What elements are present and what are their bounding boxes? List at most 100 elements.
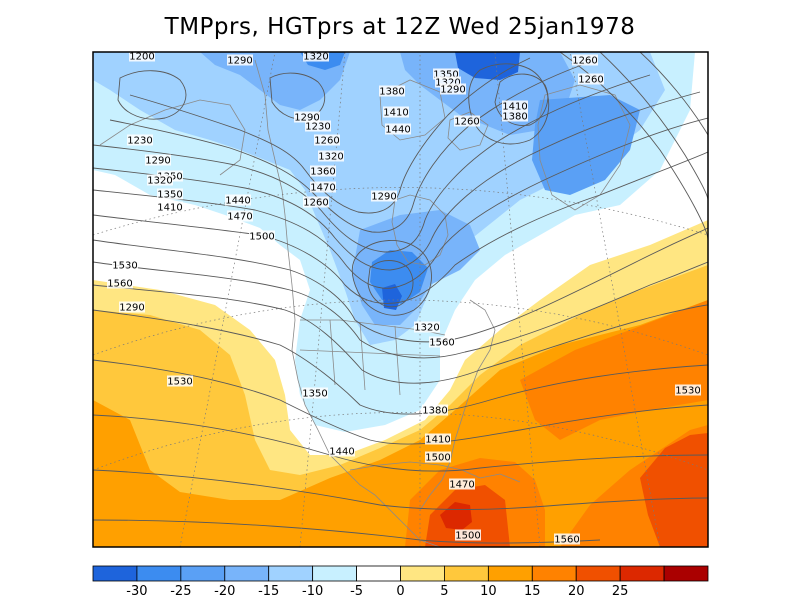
svg-text:1320: 1320 xyxy=(147,176,172,187)
contour-height-label: 1440 xyxy=(225,194,251,207)
contour-height-label: 1380 xyxy=(502,110,528,123)
longitude-line xyxy=(179,52,276,547)
svg-text:1470: 1470 xyxy=(310,183,335,194)
height-contour xyxy=(639,52,708,136)
height-contour-low xyxy=(468,63,550,145)
contour-height-label: 1290 xyxy=(294,111,320,124)
colorbar-tick-label: 20 xyxy=(568,584,585,599)
contour-height-label: 1320 xyxy=(318,150,344,163)
latitude-line xyxy=(93,299,708,356)
svg-text:1320: 1320 xyxy=(303,52,328,63)
contour-height-label: 1380 xyxy=(422,404,448,417)
svg-text:1200: 1200 xyxy=(129,52,154,63)
svg-text:1410: 1410 xyxy=(425,435,450,446)
height-contour xyxy=(93,309,708,415)
height-contour xyxy=(93,117,708,289)
cold-mid-fill-west xyxy=(200,52,350,110)
contour-height-label: 1230 xyxy=(305,120,331,133)
colorbar-tick-label: -20 xyxy=(214,584,235,599)
svg-text:1290: 1290 xyxy=(119,303,144,314)
colorbar-swatch xyxy=(444,565,489,582)
contour-height-label: 1290 xyxy=(145,154,171,167)
svg-text:1380: 1380 xyxy=(502,112,527,123)
svg-text:1230: 1230 xyxy=(127,136,152,147)
svg-text:1260: 1260 xyxy=(454,117,479,128)
svg-text:1410: 1410 xyxy=(157,203,182,214)
hudson-bay-outline xyxy=(391,194,449,266)
colorbar-tick-label: 15 xyxy=(524,584,541,599)
contour-height-label: 1320 xyxy=(147,174,173,187)
height-contour-layer xyxy=(93,52,708,544)
colorbar-swatch xyxy=(619,565,665,582)
svg-text:1320: 1320 xyxy=(435,78,460,89)
svg-text:1360: 1360 xyxy=(310,167,335,178)
contour-height-label: 1360 xyxy=(310,165,336,178)
east-coast-outline xyxy=(419,299,496,511)
contour-height-label: 1410 xyxy=(502,100,528,113)
contour-height-label: 1260 xyxy=(578,73,604,86)
height-contour xyxy=(93,74,651,253)
latitude-line xyxy=(93,412,708,471)
height-contour xyxy=(93,469,708,510)
colorbar-tick-label: -10 xyxy=(302,584,323,599)
colorbar-swatch xyxy=(268,565,314,582)
svg-text:1560: 1560 xyxy=(429,338,454,349)
svg-text:1410: 1410 xyxy=(383,108,408,119)
hot-red-orange-fill-atlantic xyxy=(640,433,708,547)
contour-height-label: 1560 xyxy=(554,533,580,546)
contour-height-label: 1440 xyxy=(329,445,355,458)
colorbar-swatch xyxy=(575,565,621,582)
contour-height-label: 1440 xyxy=(385,123,411,136)
contour-height-label: 1350 xyxy=(433,68,459,81)
svg-text:1470: 1470 xyxy=(449,480,474,491)
contour-height-label: 1410 xyxy=(157,201,183,214)
svg-text:1500: 1500 xyxy=(425,453,450,464)
svg-text:1440: 1440 xyxy=(385,125,410,136)
height-contour xyxy=(93,359,708,445)
contour-height-label: 1230 xyxy=(127,134,153,147)
contour-height-label: 1260 xyxy=(303,196,329,209)
svg-text:1500: 1500 xyxy=(455,531,480,542)
contour-height-label: 1200 xyxy=(129,50,155,63)
contour-height-label: 1530 xyxy=(112,259,138,272)
contour-height-label: 1320 xyxy=(303,50,329,63)
height-contour xyxy=(93,414,708,472)
svg-text:1260: 1260 xyxy=(314,136,339,147)
svg-text:1380: 1380 xyxy=(379,87,404,98)
colorbar-swatch xyxy=(356,565,401,582)
height-contour-low xyxy=(351,240,432,316)
temperature-fill-layer xyxy=(93,52,708,547)
colorbar-swatch xyxy=(487,565,533,582)
contour-height-label: 1470 xyxy=(227,210,253,223)
colorbar-swatch xyxy=(224,565,270,582)
contour-height-label: 1260 xyxy=(314,134,340,147)
colorbar-tick-label: 25 xyxy=(612,584,629,599)
colorbar-swatch xyxy=(663,565,709,582)
contour-label-layer: 1200 1290 13201350132012901260138014101440… xyxy=(107,50,701,546)
height-contour xyxy=(93,91,701,271)
height-contour xyxy=(93,151,708,304)
height-contour xyxy=(93,284,708,384)
height-contour xyxy=(599,52,708,201)
colorbar-tick-label: 0 xyxy=(396,584,404,599)
contour-height-label: 1290 xyxy=(119,301,145,314)
contour-height-label: 1410 xyxy=(425,433,451,446)
colorbar-tick-label: -15 xyxy=(258,584,279,599)
plot-frame xyxy=(92,51,709,548)
svg-text:1290: 1290 xyxy=(145,156,170,167)
contour-height-label: 1530 xyxy=(167,375,193,388)
svg-text:1290: 1290 xyxy=(440,85,465,96)
contour-height-label: 1290 xyxy=(227,54,253,67)
cold-med-fill-east xyxy=(532,95,640,195)
contour-height-label: 1470 xyxy=(310,181,336,194)
svg-text:1500: 1500 xyxy=(249,232,274,243)
colorbar-swatch xyxy=(531,565,577,582)
colorbar-tick-label: -5 xyxy=(350,584,363,599)
colorbar-tick-label: 5 xyxy=(440,584,448,599)
svg-text:1260: 1260 xyxy=(578,75,603,86)
hot-dark-orange-fill-subtropic xyxy=(520,300,708,440)
mexico-outline xyxy=(374,494,441,547)
west-coast-outline xyxy=(254,59,376,496)
colorbar-tick-label: -25 xyxy=(170,584,191,599)
